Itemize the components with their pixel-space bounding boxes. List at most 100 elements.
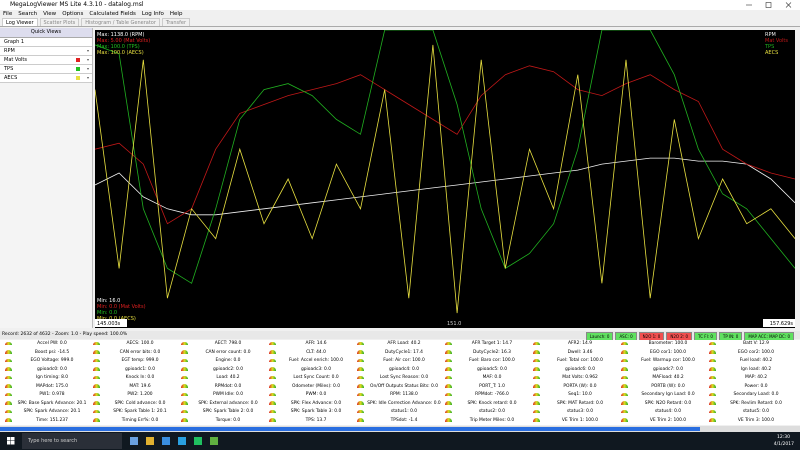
gauge[interactable]: SPK: Cold advance: 0.0 [92, 400, 180, 409]
gauge[interactable]: PORTA (W): 0.0 [532, 383, 620, 392]
gauge[interactable]: status4: 0.0 [620, 408, 708, 417]
tab[interactable]: Transfer [161, 18, 191, 26]
gauge[interactable]: MAT: 19.6 [92, 383, 180, 392]
gauge[interactable]: Load: 40.2 [180, 374, 268, 383]
gauge[interactable]: gpioadc3: 0.0 [268, 366, 356, 375]
menu-item[interactable]: Search [18, 11, 38, 17]
tab[interactable]: Log Viewer [2, 18, 38, 26]
gauge[interactable]: SPK: MAT Retard: 0.0 [532, 400, 620, 409]
gauge[interactable]: Power: 0.0 [708, 383, 796, 392]
channel-row[interactable]: TPS ▾ [0, 65, 92, 74]
channel-dropdown[interactable]: ▾ [86, 48, 89, 53]
gauge[interactable]: gpioadc0: 0.0 [4, 366, 92, 375]
graph-label[interactable]: Graph 1 [0, 38, 92, 47]
gauge[interactable]: CLT: 44.0 [268, 349, 356, 358]
gauge[interactable]: EGO cor1: 100.0 [620, 349, 708, 358]
menu-item[interactable]: File [3, 11, 13, 17]
gauge[interactable]: EGT temp: 999.0 [92, 357, 180, 366]
gauge[interactable]: VE Trim 2: 100.0 [620, 417, 708, 426]
gauge[interactable]: Seq1: 10.0 [532, 391, 620, 400]
gauge[interactable]: Dwell: 3.46 [532, 349, 620, 358]
gauge[interactable]: SPK: Knock retard: 0.0 [444, 400, 532, 409]
scroll-thumb[interactable] [0, 427, 700, 431]
gauge[interactable]: Lost Sync Count: 0.0 [268, 374, 356, 383]
gauge[interactable]: AFR: 14.6 [268, 340, 356, 349]
gauge[interactable]: SPK: Spark Table 1: 20.1 [92, 408, 180, 417]
gauge[interactable]: Fuel: Accel enrich: 100.0 [268, 357, 356, 366]
gauge[interactable]: Ign load: 40.2 [708, 366, 796, 375]
channel-row[interactable]: AECS ▾ [0, 74, 92, 83]
gauge[interactable]: gpioadc6: 0.0 [532, 366, 620, 375]
gauge[interactable]: DutyCycle2: 16.3 [444, 349, 532, 358]
gauge[interactable]: SPK: Revlim Retard: 0.0 [708, 400, 796, 409]
gauge[interactable]: MAPdot: 175.0 [4, 383, 92, 392]
gauge[interactable]: SPK: Spark Table 2: 0.0 [180, 408, 268, 417]
gauge[interactable]: SPK: External advance: 0.0 [180, 400, 268, 409]
gauge[interactable]: TPS: 13.7 [268, 417, 356, 426]
gauge[interactable]: Timing Err%: 0.0 [92, 417, 180, 426]
gauge[interactable]: MAF: 0.0 [444, 374, 532, 383]
gauge[interactable]: EGO cor2: 100.0 [708, 349, 796, 358]
gauge[interactable]: status1: 0.0 [356, 408, 444, 417]
gauge[interactable]: AFR Load: 40.2 [356, 340, 444, 349]
tab[interactable]: Histogram / Table Generator [81, 18, 160, 26]
taskbar-icons[interactable] [0, 432, 240, 450]
channel-row[interactable]: Mat Volts ▾ [0, 56, 92, 65]
gauge[interactable]: Fuel: Air cor: 100.0 [356, 357, 444, 366]
gauge[interactable]: Engine: 0.0 [180, 357, 268, 366]
gauge[interactable]: gpioadc4: 0.0 [356, 366, 444, 375]
gauge[interactable]: Odometer (Miles): 0.0 [268, 383, 356, 392]
gauge[interactable]: SPK: Idle Correction Advance: 0.0 [356, 400, 444, 409]
gauge[interactable]: PW2: 1.200 [92, 391, 180, 400]
gauge[interactable]: CAN error bits: 0.0 [92, 349, 180, 358]
gauge[interactable]: gpioadc7: 0.0 [620, 366, 708, 375]
gauge[interactable]: Secondary Load: 0.0 [708, 391, 796, 400]
gauge[interactable]: MAFload: 40.2 [620, 374, 708, 383]
gauge[interactable]: AFR Target 1: 14.7 [444, 340, 532, 349]
menu-item[interactable]: Options [62, 11, 84, 17]
tab[interactable]: Scatter Plots [39, 18, 80, 26]
channel-dropdown[interactable]: ▾ [86, 57, 89, 62]
gauge[interactable]: SPK: Spark Advance: 20.1 [4, 408, 92, 417]
gauge[interactable]: RPMdot: -766.0 [444, 391, 532, 400]
gauge[interactable]: Time: 151.237 [4, 417, 92, 426]
gauge[interactable]: PWM Idle: 0.0 [180, 391, 268, 400]
gauge[interactable]: status3: 0.0 [532, 408, 620, 417]
gauge[interactable]: Ign timing: 8.0 [4, 374, 92, 383]
menu-item[interactable]: Calculated Fields [89, 11, 136, 17]
gauge[interactable]: Knock In: 0.0 [92, 374, 180, 383]
gauge[interactable]: SPK: Base Spark Advance: 20.1 [4, 400, 92, 409]
gauge[interactable]: Secondary Ign Load: 0.0 [620, 391, 708, 400]
gauge[interactable]: Trip Meter Miles: 0.0 [444, 417, 532, 426]
gauge[interactable]: Fuel load: 40.2 [708, 357, 796, 366]
gauge[interactable]: SPK: Flex Advance: 0.0 [268, 400, 356, 409]
gauge[interactable]: PW1: 0.978 [4, 391, 92, 400]
playback-scrollbar[interactable] [0, 426, 800, 432]
gauge[interactable]: Barometer: 100.0 [620, 340, 708, 349]
gauge[interactable]: gpioadc2: 0.0 [180, 366, 268, 375]
gauge[interactable]: RPM: 1138.0 [356, 391, 444, 400]
menu-item[interactable]: View [43, 11, 57, 17]
channel-dropdown[interactable]: ▾ [86, 75, 89, 80]
gauge[interactable]: SPK: N2O Retard: 0.0 [620, 400, 708, 409]
search-box[interactable]: Type here to search [28, 438, 78, 444]
gauge[interactable]: PORT_T: 1.0 [444, 383, 532, 392]
gauge[interactable]: Lost Sync Reason: 0.0 [356, 374, 444, 383]
gauge[interactable]: PORTB (W): 0.0 [620, 383, 708, 392]
gauge[interactable]: Torque: 0.0 [180, 417, 268, 426]
menu-item[interactable]: Help [169, 11, 183, 17]
gauge[interactable]: VE Trim 1: 100.0 [532, 417, 620, 426]
gauge[interactable]: EGO Voltage: 999.0 [4, 357, 92, 366]
menu-item[interactable]: Log Info [141, 11, 164, 17]
gauge[interactable]: PWM: 0.0 [268, 391, 356, 400]
gauge[interactable]: AECS: 100.0 [92, 340, 180, 349]
gauge[interactable]: Boost psi: -14.5 [4, 349, 92, 358]
gauge[interactable]: DutyCycle1: 17.4 [356, 349, 444, 358]
gauge[interactable]: CAN error count: 0.0 [180, 349, 268, 358]
window-controls[interactable] [740, 0, 800, 10]
gauge[interactable]: Batt V: 12.9 [708, 340, 796, 349]
gauge[interactable]: Mat Volts: 0.962 [532, 374, 620, 383]
gauge[interactable]: On/Off Outputs Status Bits: 0.0 [356, 383, 444, 392]
gauge[interactable]: Fuel: Baro cor: 100.0 [444, 357, 532, 366]
log-plot[interactable]: Max: 1138.0 (RPM)Max: 5.00 (Mat Volts)Ma… [95, 30, 795, 328]
